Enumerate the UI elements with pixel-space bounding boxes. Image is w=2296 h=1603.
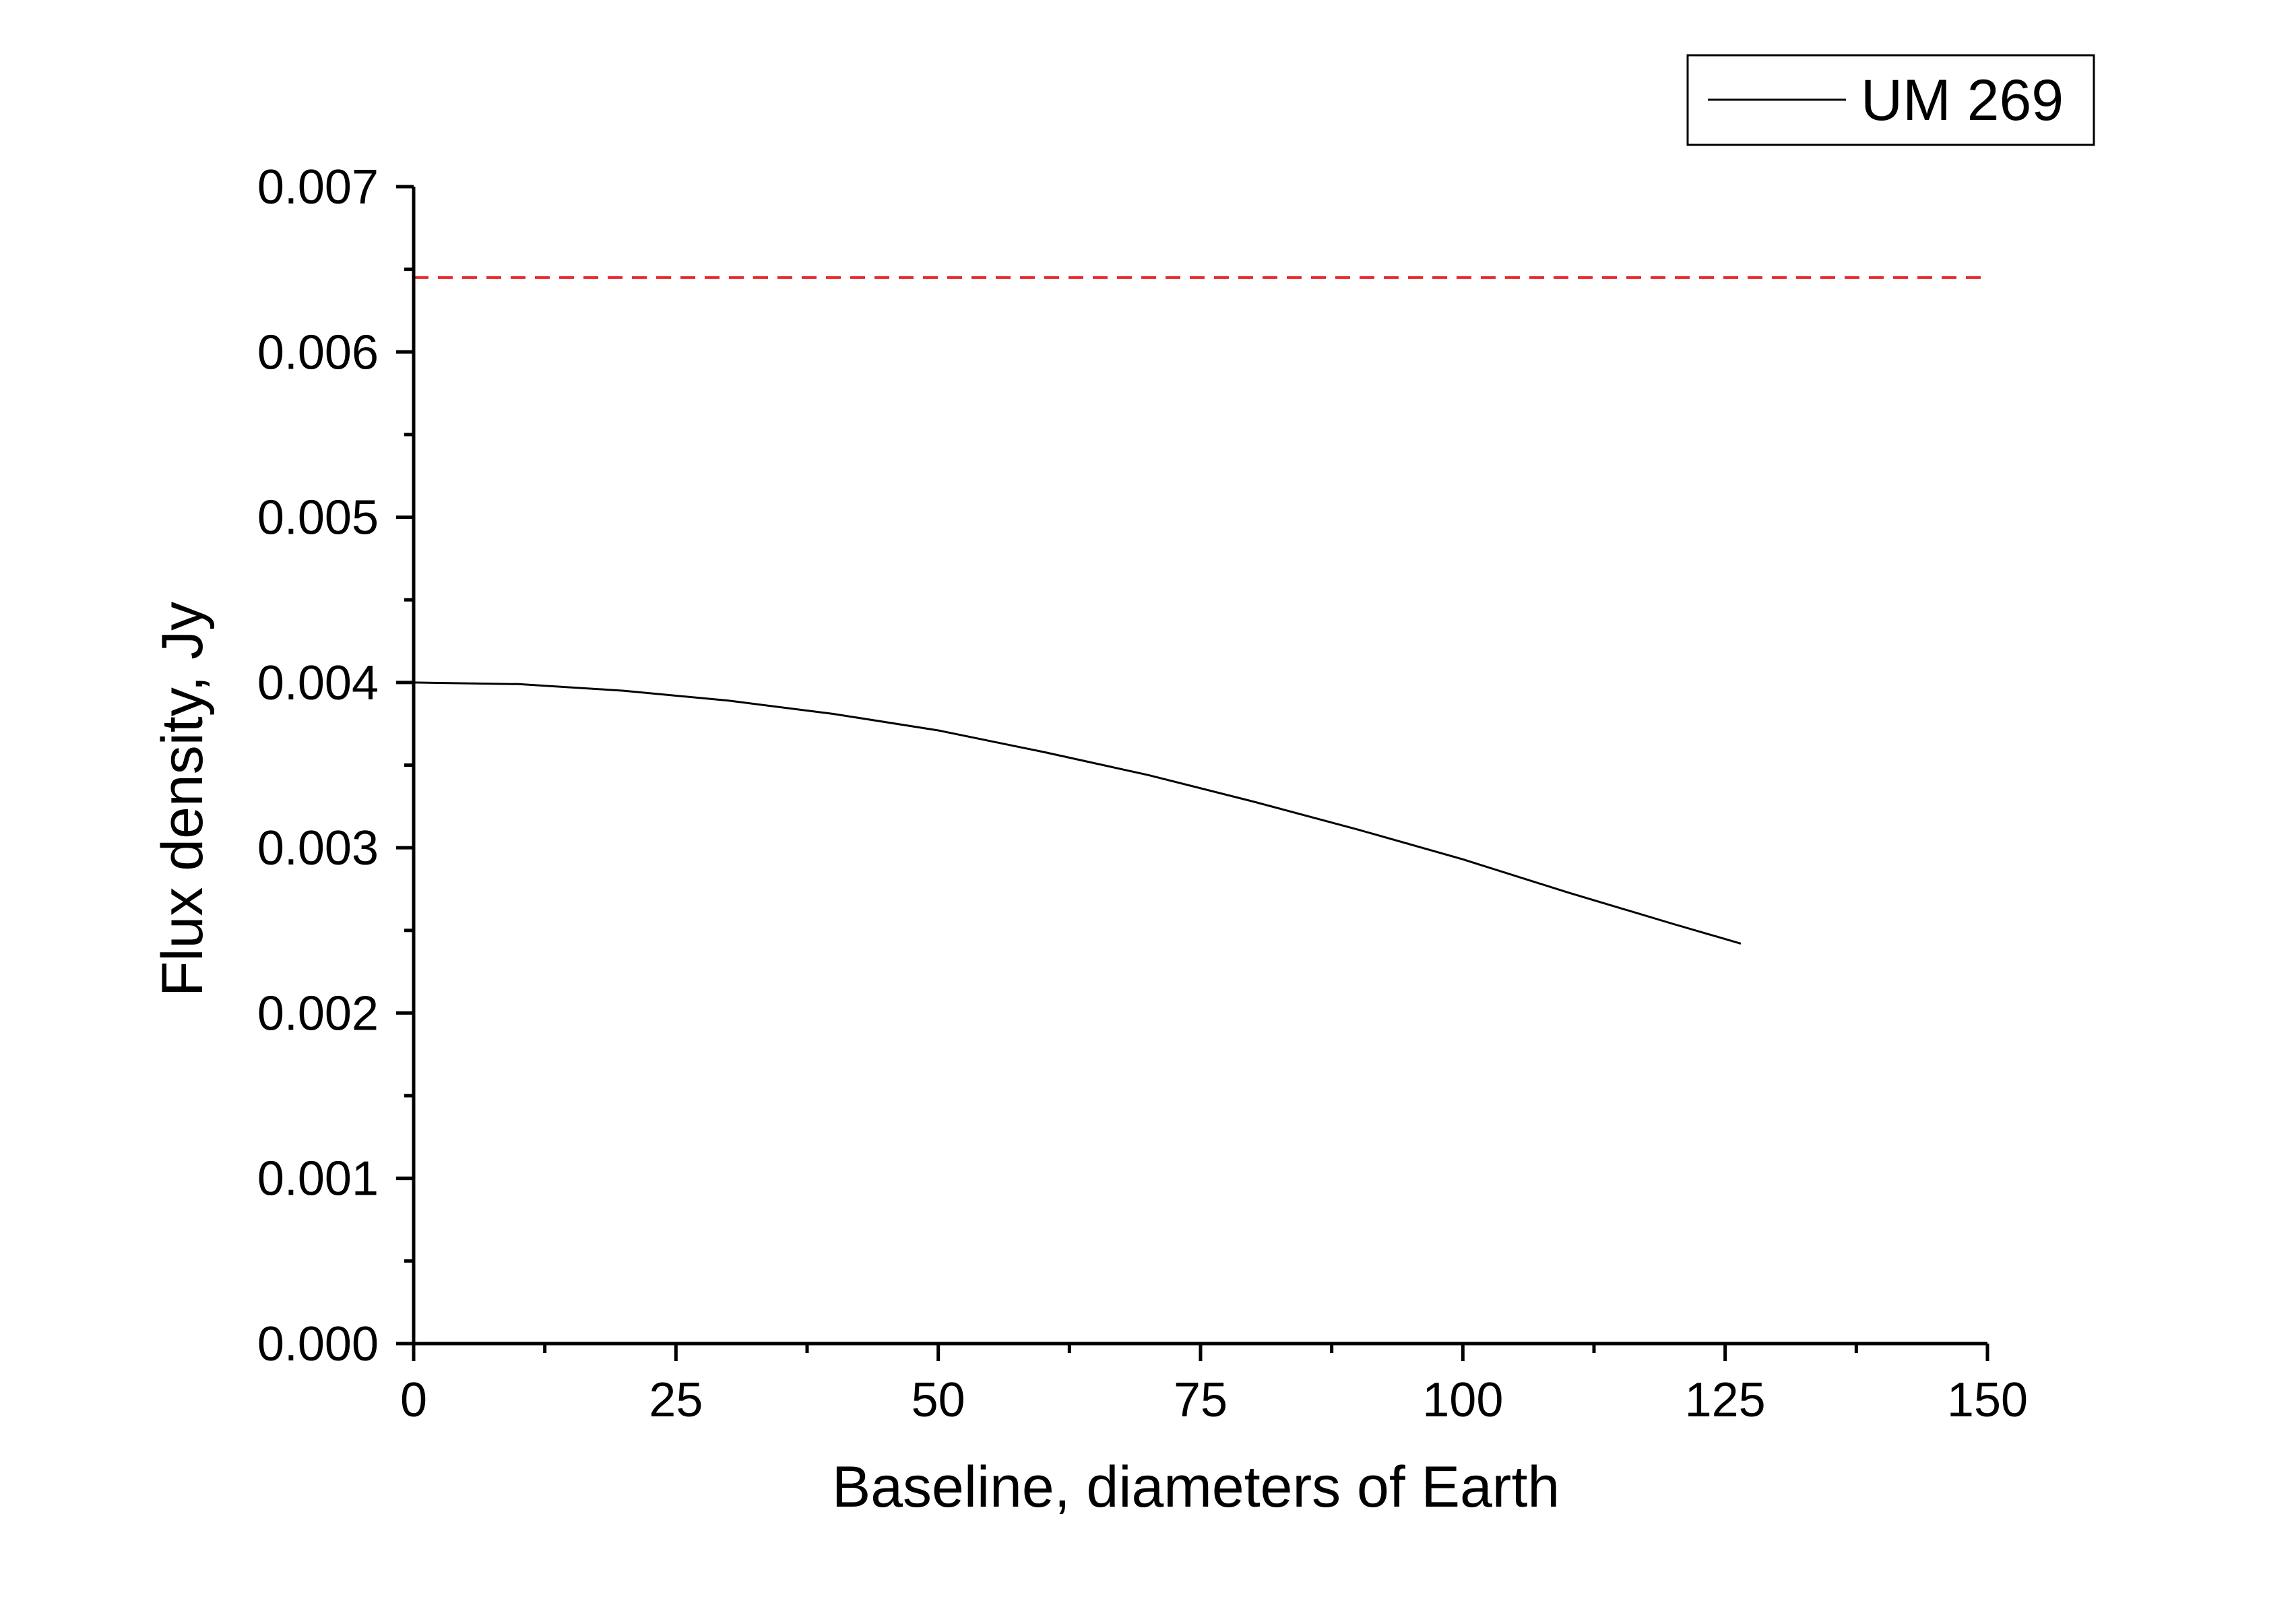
y-tick-label: 0.003: [257, 821, 379, 875]
x-tick-label: 25: [649, 1373, 703, 1427]
y-tick-label: 0.000: [257, 1317, 379, 1371]
x-tick-label: 100: [1422, 1373, 1503, 1427]
y-tick-label: 0.001: [257, 1152, 379, 1206]
y-tick-label: 0.002: [257, 986, 379, 1040]
x-tick-label: 75: [1174, 1373, 1227, 1427]
legend: UM 269: [1686, 54, 2095, 146]
x-tick-label: 125: [1685, 1373, 1766, 1427]
x-tick-label: 50: [912, 1373, 965, 1427]
legend-label: UM 269: [1861, 68, 2064, 133]
y-tick-label: 0.005: [257, 491, 379, 545]
y-tick-label: 0.007: [257, 160, 379, 214]
x-tick-label: 0: [400, 1373, 427, 1427]
plot-lines: [413, 276, 1987, 945]
axes: 0 25 50 75 100 125 150 0.000 0.001 0.002 0.003 0.00…: [257, 160, 2028, 1427]
y-tick-label: 0.004: [257, 656, 379, 710]
series-line-um-269: [413, 681, 1742, 945]
x-tick-label: 150: [1947, 1373, 2028, 1427]
x-axis-title: Baseline, diameters of Earth: [832, 1455, 1560, 1519]
y-tick-label: 0.006: [257, 325, 379, 379]
y-axis-title: Flux density, Jy: [150, 602, 215, 997]
